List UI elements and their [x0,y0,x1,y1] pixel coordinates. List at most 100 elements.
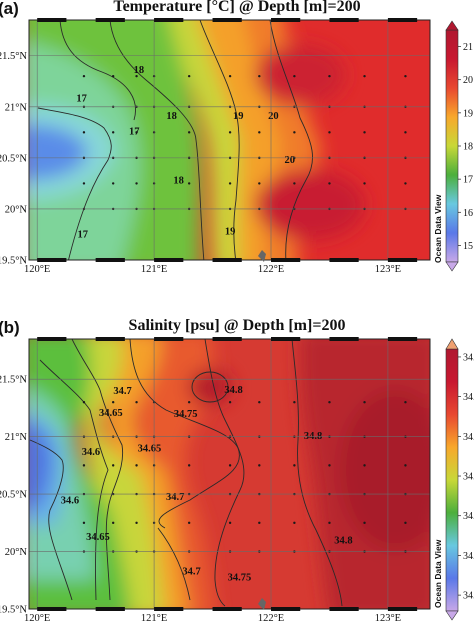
temperature-frame-tick [329,258,359,262]
salinity-station-dot [258,521,261,525]
salinity-station-dot [187,521,191,525]
salinity-station-dot [228,521,232,525]
temperature-colorbar-top-arrow [445,20,459,31]
temperature-contour-label: 20 [284,155,295,166]
temperature-colorbar-tick-label: 17 [463,175,473,186]
salinity-frame-tick [387,337,418,341]
salinity-station-dot [404,400,407,404]
temperature-frame-tick [95,258,125,262]
temperature-frame-tick [212,18,242,22]
salinity-frame-tick [329,607,359,611]
temperature-x-tick-label: 123°E [375,264,401,275]
temperature-station-dot [228,74,232,78]
temperature-colorbar-tick-label: 19 [463,108,473,119]
salinity-station-dot [228,464,232,467]
salinity-contour-label: 34.8 [334,536,352,547]
temperature-contour-label: 19 [225,226,236,237]
salinity-station-dot [111,464,115,467]
temperature-colorbar-bar [445,29,459,263]
temperature-station-dot [328,131,331,134]
temperature-frame-tick [387,18,418,22]
temperature-x-tick-label: 121°E [141,264,167,275]
temperature-station-dot [187,74,191,78]
salinity-station-dot [328,400,331,404]
temperature-station-dot [363,131,366,134]
temperature-station-dot [82,131,86,134]
salinity-x-tick-label: 121°E [141,613,167,624]
temperature-station-dot [258,131,261,134]
salinity-y-ticks: 19.5°N 20°N 20.5°N 21°N 21.5°N [0,375,27,616]
salinity-field: 34.8 34.7 34.65 34.75 34.8 34.6 34.65 34.6 34.7 3… [29,339,430,609]
salinity-station-dot [404,521,407,525]
salinity-x-tick-label: 120°E [24,613,50,624]
salinity-station-dot [135,521,138,525]
salinity-contour-label: 34.6 [82,447,100,458]
salinity-contour-label: 34.65 [99,408,123,419]
temperature-y-tick-label: 20°N [5,204,28,215]
temperature-station-dot [258,182,261,185]
temperature-contour-label: 19 [233,111,244,122]
temperature-stations [82,74,407,211]
salinity-panel: (b) Salinity [psu] @ Depth [m]=200 [0,317,474,624]
temperature-station-dot [328,74,331,78]
temperature-panel: (a) Temperature [°C] @ Depth [m]=200 [0,0,473,275]
salinity-contours [29,339,343,607]
salinity-frame-tick [212,607,242,611]
temperature-station-dot [111,74,115,78]
temperature-marker-icon [258,250,266,262]
salinity-colorbar-tick-label: 34.75 [463,432,474,443]
salinity-station-dot [258,464,261,467]
temperature-station-dot [111,131,115,134]
temperature-colorbar-bottom-arrow [445,261,459,272]
salinity-station-dot [228,400,232,404]
salinity-colorbar-ticks: 34.55 34.6 34.65 34.7 34.75 34.8 34.85 [458,352,474,602]
temperature-colorbar-tick-label: 18 [463,142,473,153]
salinity-chart-title: Salinity [psu] @ Depth [m]=200 [129,317,346,334]
temperature-contour-label: 17 [129,126,140,137]
salinity-station-dot [111,400,115,404]
temperature-y-tick-label: 21°N [5,102,28,113]
temperature-station-dot [404,74,407,78]
salinity-station-dot [111,521,115,525]
salinity-frame-tick [37,607,67,611]
temperature-frame-tick [212,258,242,262]
salinity-colorbar-tick-label: 34.65 [463,511,474,522]
temperature-station-dot [328,182,331,185]
salinity-station-dot [363,400,366,404]
salinity-contour-label: 34.75 [228,572,252,583]
salinity-y-tick-label: 19.5°N [0,605,27,616]
salinity-frame-tick [271,337,301,341]
salinity-frame-tick [95,607,125,611]
salinity-colorbar-bar [445,348,459,612]
salinity-contour-label: 34.65 [86,532,110,543]
salinity-y-tick-label: 21°N [5,432,28,443]
temperature-frame-tick [271,258,301,262]
temperature-station-dot [187,131,191,134]
salinity-colorbar-top-arrow [445,338,459,350]
temperature-frame-tick [95,18,125,22]
salinity-station-dot [363,464,366,467]
salinity-frame-tick [154,337,184,341]
temperature-frame-tick [154,258,184,262]
salinity-colorbar-tick-label: 34.7 [463,472,474,483]
temperature-contour-labels: 17 18 17 18 19 20 18 20 17 19 [76,65,295,240]
salinity-colorbar-bottom-arrow [445,610,459,621]
salinity-frame-tick [95,337,125,341]
temperature-station-dot [82,182,86,185]
temperature-station-dot [363,182,366,185]
temperature-frame-tick [37,258,67,262]
temperature-station-dot [135,182,138,185]
temperature-contour-label: 17 [76,94,87,105]
salinity-station-dot [82,464,86,467]
salinity-contour-label: 34.65 [138,444,162,455]
salinity-station-dot [328,464,331,467]
temperature-colorbar: 15 16 17 18 19 20 21 Ocean Data View [433,20,473,272]
salinity-frame-tick [212,337,242,341]
salinity-contour-label: 34.7 [182,567,200,578]
temperature-x-ticks: 120°E 121°E 122°E 123°E [24,264,401,275]
temperature-colorbar-tick-label: 20 [463,75,473,86]
salinity-frame-ticks [37,337,418,611]
salinity-contour-label: 34.7 [166,492,184,503]
salinity-odv-brand-label: Ocean Data View [433,539,443,608]
temperature-station-dot [135,74,138,78]
